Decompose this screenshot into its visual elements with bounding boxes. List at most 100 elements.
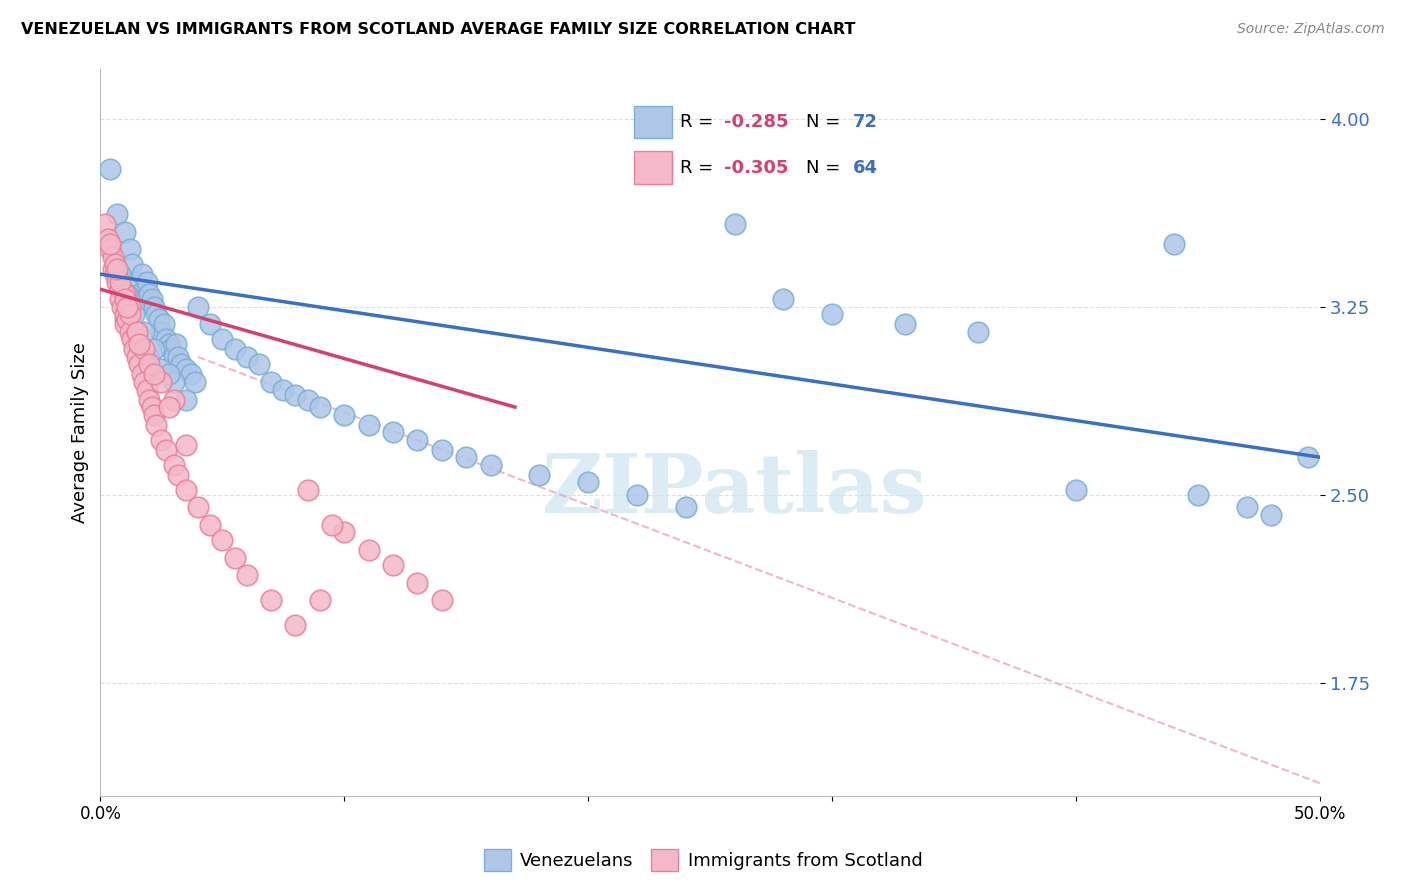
- Point: [98, 242, 121, 256]
- Point: [184, 375, 207, 389]
- Point: [115, 312, 138, 326]
- Point: [1187, 488, 1209, 502]
- Point: [152, 318, 174, 332]
- Point: [174, 438, 197, 452]
- Point: [198, 517, 221, 532]
- Point: [125, 275, 148, 289]
- Point: [357, 417, 380, 432]
- Point: [333, 408, 356, 422]
- Point: [125, 337, 148, 351]
- Point: [97, 232, 120, 246]
- Point: [138, 287, 160, 301]
- Point: [167, 467, 190, 482]
- Point: [333, 525, 356, 540]
- Point: [150, 433, 173, 447]
- Point: [155, 332, 177, 346]
- Point: [114, 307, 136, 321]
- Point: [138, 392, 160, 407]
- Point: [138, 350, 160, 364]
- Point: [157, 400, 180, 414]
- Point: [155, 442, 177, 457]
- Point: [114, 287, 136, 301]
- Point: [170, 358, 193, 372]
- Point: [98, 237, 121, 252]
- Point: [135, 383, 157, 397]
- Point: [174, 362, 197, 376]
- Point: [260, 593, 283, 607]
- Point: [118, 307, 141, 321]
- Point: [134, 343, 156, 357]
- Point: [114, 312, 136, 326]
- Point: [150, 375, 173, 389]
- Legend: Venezuelans, Immigrants from Scotland: Venezuelans, Immigrants from Scotland: [477, 842, 929, 879]
- Point: [157, 368, 180, 382]
- Point: [479, 458, 502, 472]
- Point: [108, 267, 131, 281]
- Point: [128, 287, 150, 301]
- Point: [187, 300, 209, 314]
- Point: [131, 267, 153, 281]
- Point: [626, 488, 648, 502]
- Point: [108, 282, 131, 296]
- Point: [165, 337, 187, 351]
- Point: [131, 368, 153, 382]
- Point: [382, 425, 405, 439]
- Point: [821, 307, 844, 321]
- Point: [101, 262, 124, 277]
- Point: [128, 337, 150, 351]
- Point: [138, 358, 160, 372]
- Text: ZIPatlas: ZIPatlas: [541, 450, 928, 531]
- Point: [235, 350, 257, 364]
- Point: [104, 257, 127, 271]
- Point: [145, 417, 167, 432]
- Point: [723, 217, 745, 231]
- Point: [104, 267, 127, 281]
- Point: [297, 392, 319, 407]
- Point: [382, 558, 405, 572]
- Point: [115, 300, 138, 314]
- Point: [247, 358, 270, 372]
- Point: [125, 325, 148, 339]
- Point: [406, 575, 429, 590]
- Point: [529, 467, 551, 482]
- Point: [576, 475, 599, 490]
- Point: [1296, 450, 1319, 465]
- Point: [118, 242, 141, 256]
- Point: [107, 207, 129, 221]
- Y-axis label: Average Family Size: Average Family Size: [72, 342, 89, 523]
- Point: [321, 517, 343, 532]
- Point: [114, 318, 136, 332]
- Point: [894, 318, 917, 332]
- Point: [406, 433, 429, 447]
- Point: [145, 307, 167, 321]
- Point: [150, 325, 173, 339]
- Point: [124, 343, 146, 357]
- Point: [162, 392, 184, 407]
- Point: [118, 300, 141, 314]
- Point: [101, 250, 124, 264]
- Point: [162, 458, 184, 472]
- Point: [125, 350, 148, 364]
- Point: [1163, 237, 1185, 252]
- Point: [357, 543, 380, 558]
- Point: [107, 275, 129, 289]
- Point: [143, 368, 166, 382]
- Point: [121, 332, 143, 346]
- Point: [456, 450, 478, 465]
- Point: [98, 161, 121, 176]
- Point: [157, 337, 180, 351]
- Point: [174, 392, 197, 407]
- Point: [1236, 500, 1258, 515]
- Point: [430, 442, 453, 457]
- Point: [160, 343, 183, 357]
- Point: [108, 292, 131, 306]
- Text: VENEZUELAN VS IMMIGRANTS FROM SCOTLAND AVERAGE FAMILY SIZE CORRELATION CHART: VENEZUELAN VS IMMIGRANTS FROM SCOTLAND A…: [21, 22, 855, 37]
- Point: [430, 593, 453, 607]
- Point: [111, 300, 134, 314]
- Point: [211, 332, 233, 346]
- Point: [114, 292, 136, 306]
- Point: [271, 383, 294, 397]
- Point: [148, 312, 170, 326]
- Point: [162, 350, 184, 364]
- Point: [284, 618, 307, 632]
